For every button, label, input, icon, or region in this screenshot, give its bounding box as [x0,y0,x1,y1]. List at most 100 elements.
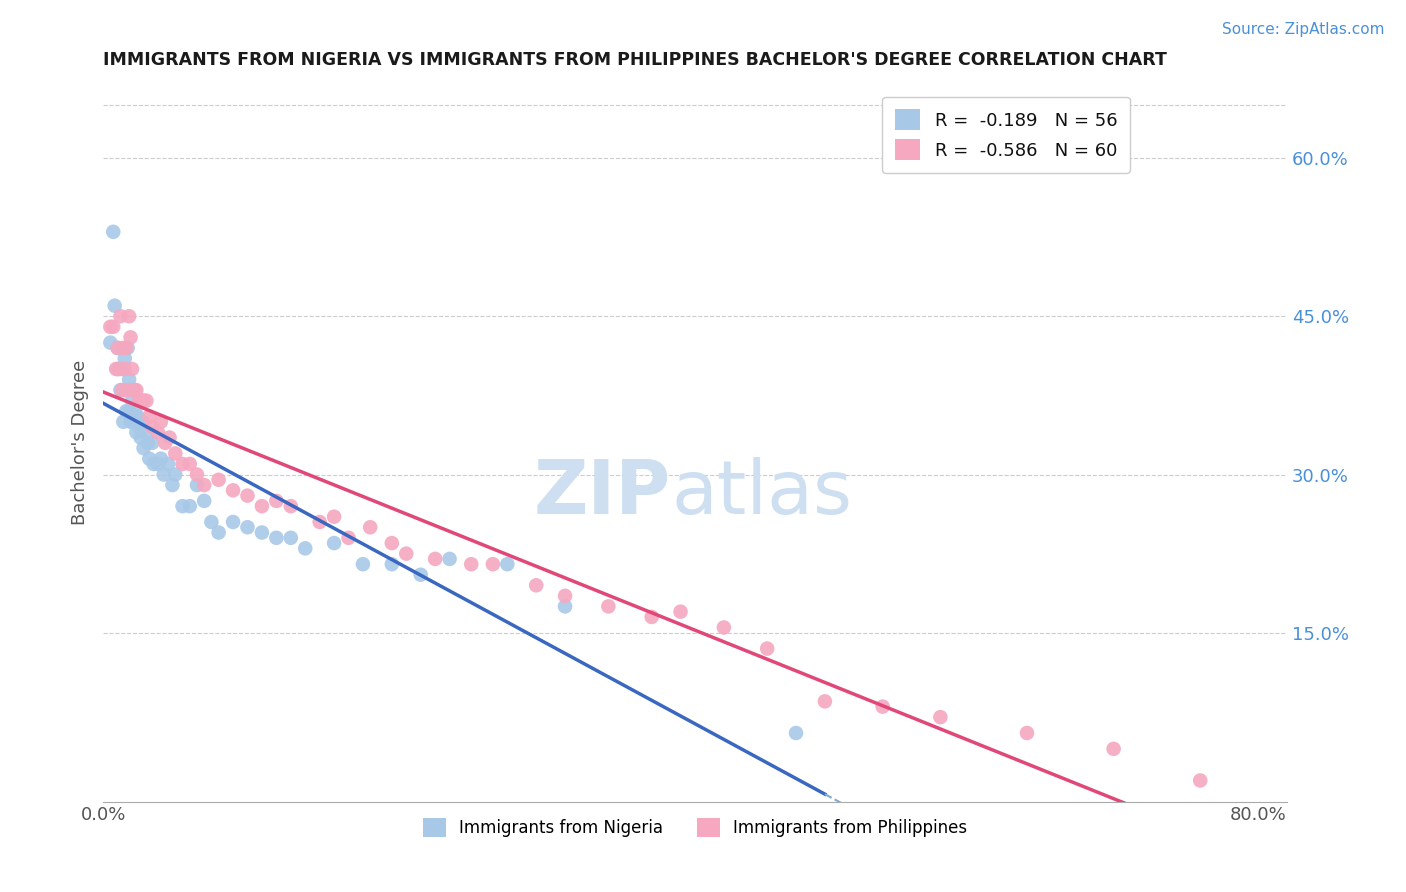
Point [359,520,381,534]
Point [352,557,374,571]
Point [115,404,138,418]
Point [128,393,150,408]
Point [756,641,779,656]
Point [128,420,150,434]
Point [1102,741,1125,756]
Text: Source: ZipAtlas.com: Source: ZipAtlas.com [1222,22,1385,37]
Point [165,467,187,482]
Point [250,525,273,540]
Point [108,362,131,376]
Y-axis label: Bachelor's Degree: Bachelor's Degree [72,360,89,525]
Point [149,415,172,429]
Point [172,499,194,513]
Point [236,520,259,534]
Point [98,319,121,334]
Point [153,435,176,450]
Point [172,457,194,471]
Point [135,425,157,440]
Point [323,536,346,550]
Point [929,710,952,724]
Point [103,319,125,334]
Point [409,567,432,582]
Point [496,557,519,571]
Point [107,362,129,376]
Point [112,415,135,429]
Point [117,383,139,397]
Point [104,299,127,313]
Point [381,557,404,571]
Point [250,499,273,513]
Point [132,441,155,455]
Point [125,425,148,440]
Point [193,494,215,508]
Point [112,341,135,355]
Point [1189,773,1212,788]
Point [554,589,576,603]
Point [121,362,143,376]
Point [111,383,134,397]
Point [193,478,215,492]
Point [138,451,160,466]
Point [127,409,149,424]
Point [146,425,169,440]
Point [114,362,136,376]
Point [814,694,837,708]
Point [129,431,152,445]
Point [117,341,139,355]
Point [785,726,807,740]
Text: atlas: atlas [671,457,852,530]
Point [131,393,153,408]
Point [157,457,180,471]
Point [103,225,125,239]
Point [482,557,505,571]
Point [165,446,187,460]
Point [395,547,418,561]
Point [141,420,163,434]
Point [323,509,346,524]
Point [131,415,153,429]
Point [141,435,163,450]
Text: IMMIGRANTS FROM NIGERIA VS IMMIGRANTS FROM PHILIPPINES BACHELOR'S DEGREE CORRELA: IMMIGRANTS FROM NIGERIA VS IMMIGRANTS FR… [103,51,1167,69]
Point [423,552,446,566]
Point [107,341,129,355]
Point [280,531,302,545]
Point [146,457,169,471]
Point [111,362,134,376]
Point [124,383,146,397]
Point [136,435,159,450]
Point [110,310,132,324]
Point [439,552,461,566]
Point [179,457,201,471]
Point [118,404,141,418]
Point [114,351,136,366]
Point [200,515,222,529]
Point [114,383,136,397]
Point [124,404,146,418]
Point [381,536,404,550]
Point [294,541,316,556]
Point [132,393,155,408]
Point [186,478,208,492]
Legend: Immigrants from Nigeria, Immigrants from Philippines: Immigrants from Nigeria, Immigrants from… [416,811,974,844]
Point [135,393,157,408]
Point [266,531,288,545]
Point [236,489,259,503]
Point [125,383,148,397]
Point [207,525,229,540]
Text: ZIP: ZIP [534,457,671,530]
Point [118,372,141,386]
Point [554,599,576,614]
Point [121,415,143,429]
Point [179,499,201,513]
Point [120,415,142,429]
Point [460,557,482,571]
Point [122,383,145,397]
Point [669,605,692,619]
Point [337,531,360,545]
Point [186,467,208,482]
Point [280,499,302,513]
Point [105,362,128,376]
Point [1015,726,1038,740]
Point [266,494,288,508]
Point [159,431,181,445]
